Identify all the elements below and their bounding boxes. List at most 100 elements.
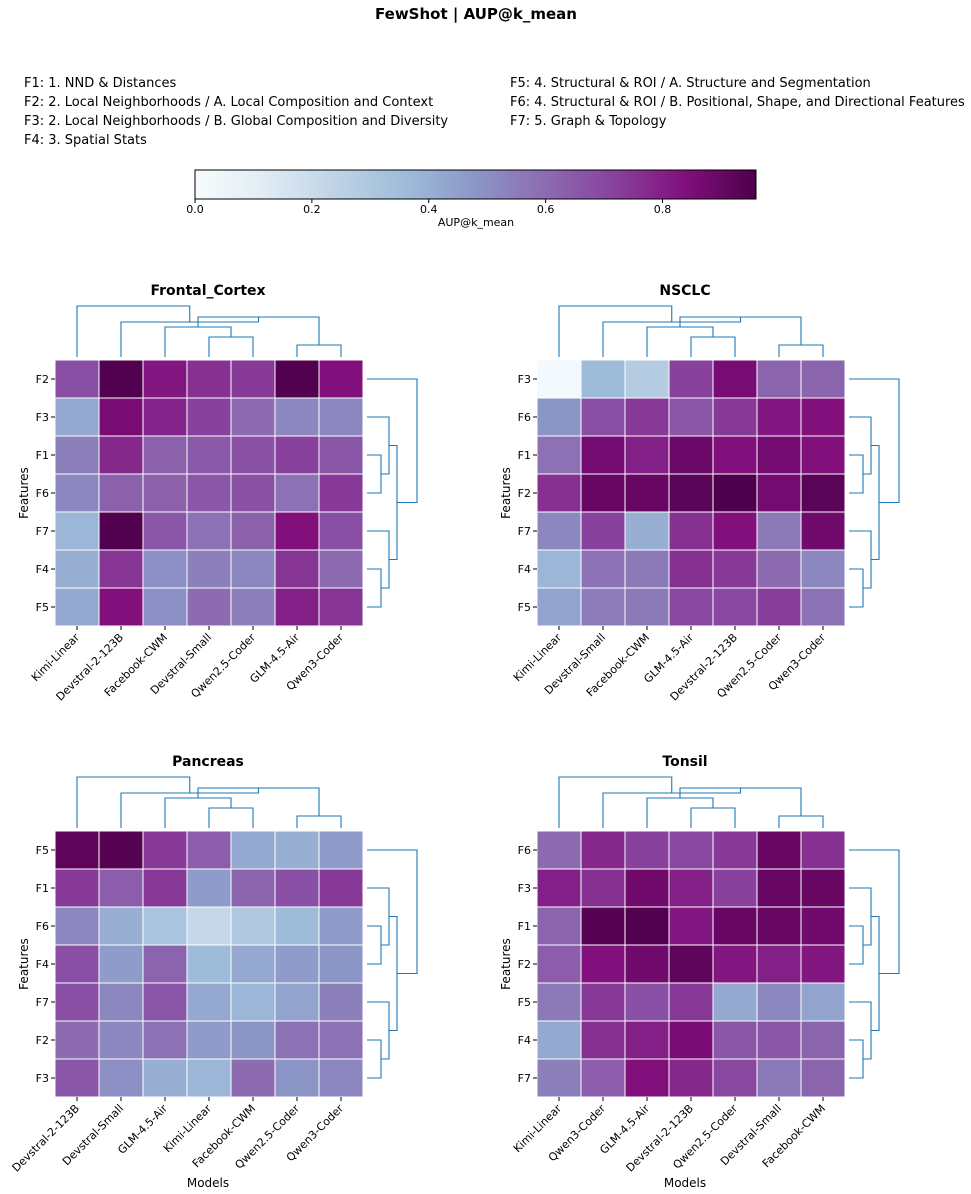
heatmap-cell bbox=[668, 587, 714, 627]
heatmap-cell bbox=[186, 397, 232, 437]
dendrogram-link bbox=[871, 915, 880, 1032]
heatmap-cell bbox=[230, 1058, 276, 1098]
row-label: F6 bbox=[36, 920, 49, 933]
heatmap-cell bbox=[536, 473, 582, 513]
heatmap-cell bbox=[54, 473, 100, 513]
heatmap-cell bbox=[800, 549, 846, 589]
heatmap-cell bbox=[800, 511, 846, 551]
heatmap-cell bbox=[318, 587, 364, 627]
dendrogram-link bbox=[296, 344, 342, 357]
dendrogram-link bbox=[849, 887, 872, 946]
row-label: F5 bbox=[518, 996, 531, 1009]
heatmap-cell bbox=[536, 511, 582, 551]
heatmap-cell bbox=[580, 549, 626, 589]
dendrogram-link bbox=[871, 444, 880, 561]
heatmap-cell bbox=[580, 511, 626, 551]
heatmap-cell bbox=[142, 944, 188, 984]
dendrogram-link bbox=[389, 915, 398, 1032]
heatmap-panel-pancreas: PancreasF5F1F6F4F7F2F3Devstral-2-123BDev… bbox=[10, 754, 418, 1190]
dendrogram-link bbox=[367, 887, 390, 946]
heatmap-panel-tonsil: TonsilF6F3F1F2F5F4F7Kimi-LinearQwen3-Cod… bbox=[499, 754, 900, 1190]
heatmap-cell bbox=[186, 549, 232, 589]
row-dendrogram bbox=[849, 849, 900, 1079]
heatmap-cell bbox=[318, 1020, 364, 1060]
dendrogram-link bbox=[849, 925, 864, 965]
panel-title: NSCLC bbox=[659, 283, 710, 299]
heatmap-cell bbox=[624, 982, 670, 1022]
heatmap-cell bbox=[624, 944, 670, 984]
heatmap-cell bbox=[186, 982, 232, 1022]
row-label: F5 bbox=[36, 601, 49, 614]
row-label: F1 bbox=[36, 882, 49, 895]
heatmap-cell bbox=[536, 1058, 582, 1098]
heatmap-cell bbox=[54, 830, 100, 870]
heatmap-cell bbox=[536, 1020, 582, 1060]
x-axis-label: Models bbox=[187, 1176, 229, 1190]
heatmap-cell bbox=[668, 868, 714, 908]
heatmap-panels: Frontal_CortexF2F3F1F6F7F4F5Kimi-LinearD… bbox=[10, 283, 900, 1190]
heatmap-cell bbox=[712, 511, 758, 551]
heatmap-panel-nsclc: NSCLCF3F6F1F2F7F4F5Kimi-LinearDevstral-S… bbox=[499, 283, 900, 703]
heatmap-cell bbox=[186, 473, 232, 513]
heatmap-cell bbox=[318, 511, 364, 551]
heatmap-cell bbox=[756, 982, 802, 1022]
heatmap-cell bbox=[712, 397, 758, 437]
heatmap-cell bbox=[54, 982, 100, 1022]
y-axis-label: Features bbox=[499, 938, 513, 990]
heatmap-cell bbox=[186, 359, 232, 399]
row-label: F4 bbox=[36, 958, 49, 971]
heatmap-cell bbox=[624, 587, 670, 627]
dendrogram-link bbox=[690, 336, 736, 357]
heatmap-cell bbox=[756, 944, 802, 984]
heatmap-cell bbox=[186, 587, 232, 627]
heatmap-cell bbox=[668, 435, 714, 475]
heatmap-cell bbox=[230, 511, 276, 551]
row-label: F5 bbox=[36, 844, 49, 857]
heatmap-cell bbox=[536, 982, 582, 1022]
heatmap-cell bbox=[142, 1020, 188, 1060]
colorbar-tick-label: 0.0 bbox=[186, 203, 204, 216]
heatmap-cell bbox=[318, 549, 364, 589]
row-label: F4 bbox=[518, 563, 531, 576]
heatmap-cell bbox=[536, 906, 582, 946]
heatmap-cell bbox=[186, 1020, 232, 1060]
heatmap-cell bbox=[624, 868, 670, 908]
heatmap-cell bbox=[142, 1058, 188, 1098]
dendrogram-link bbox=[646, 797, 714, 828]
colorbar-tick-label: 0.8 bbox=[654, 203, 672, 216]
dendrogram-link bbox=[849, 568, 864, 608]
heatmap-cell bbox=[756, 549, 802, 589]
heatmap-cell bbox=[668, 511, 714, 551]
heatmap-cell bbox=[54, 944, 100, 984]
colorbar-ticks: 0.0 0.2 0.4 0.6 0.8 bbox=[186, 199, 671, 216]
panel-title: Pancreas bbox=[172, 754, 244, 770]
row-label: F3 bbox=[36, 411, 49, 424]
colorbar-label: AUP@k_mean bbox=[438, 216, 514, 229]
dendrogram-link bbox=[367, 568, 382, 608]
heatmap-cell bbox=[142, 549, 188, 589]
heatmap-cell bbox=[580, 1058, 626, 1098]
dendrogram-link bbox=[778, 344, 824, 357]
row-label: F2 bbox=[36, 1034, 49, 1047]
heatmap-cell bbox=[98, 397, 144, 437]
heatmap-cell bbox=[54, 511, 100, 551]
heatmap-cell bbox=[318, 397, 364, 437]
heatmap-cell bbox=[186, 868, 232, 908]
heatmap-cell bbox=[580, 830, 626, 870]
colorbar-gradient bbox=[194, 169, 757, 200]
heatmap-cell bbox=[624, 473, 670, 513]
heatmap-cell bbox=[800, 906, 846, 946]
heatmap-cell bbox=[624, 830, 670, 870]
heatmap-cell bbox=[230, 982, 276, 1022]
heatmap-cell bbox=[274, 1058, 320, 1098]
heatmap-cell bbox=[142, 982, 188, 1022]
column-dendrogram bbox=[558, 305, 824, 357]
heatmap-cell bbox=[98, 906, 144, 946]
heatmap-cell bbox=[580, 982, 626, 1022]
dendrogram-link bbox=[208, 336, 254, 357]
column-dendrogram bbox=[76, 305, 342, 357]
heatmap-cell bbox=[712, 982, 758, 1022]
heatmap-cell bbox=[536, 359, 582, 399]
heatmap-cell bbox=[274, 587, 320, 627]
row-label: F7 bbox=[36, 996, 49, 1009]
